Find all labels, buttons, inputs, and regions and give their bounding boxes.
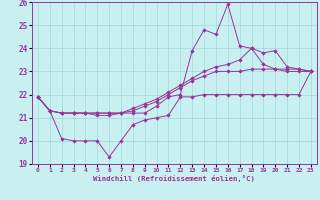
X-axis label: Windchill (Refroidissement éolien,°C): Windchill (Refroidissement éolien,°C): [93, 175, 255, 182]
